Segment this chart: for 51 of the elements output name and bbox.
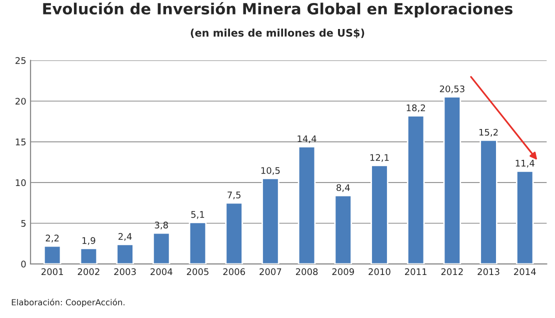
data-label: 18,2: [406, 104, 425, 112]
bar: [298, 146, 316, 264]
bar: [516, 170, 534, 264]
x-tick-label: 2008: [296, 268, 318, 276]
data-label: 10,5: [261, 167, 280, 175]
y-tick-label: 5: [21, 220, 26, 227]
bar: [262, 178, 280, 264]
bar: [370, 164, 388, 264]
y-tick-label: 10: [16, 179, 26, 186]
data-label: 15,2: [479, 128, 498, 137]
x-tick-label: 2009: [332, 268, 354, 276]
y-tick-label: 0: [21, 260, 26, 268]
x-tick-label: 2001: [42, 268, 63, 276]
data-label: 1,9: [82, 237, 96, 245]
x-tick-label: 2007: [260, 268, 282, 276]
bar: [188, 222, 207, 264]
x-tick-label: 2010: [368, 268, 390, 276]
bar: [443, 96, 462, 264]
y-tick-label: 15: [16, 138, 26, 146]
y-tick-label: 20: [16, 98, 26, 105]
data-label: 12,1: [370, 154, 389, 162]
data-label: 3,8: [154, 222, 168, 230]
bar: [43, 245, 62, 264]
bar: [116, 244, 134, 264]
bar: [334, 194, 352, 264]
x-tick-label: 2006: [223, 268, 245, 276]
x-tick-label: 2014: [514, 268, 536, 276]
bar: [480, 140, 498, 264]
data-label: 7,5: [228, 192, 240, 200]
y-tick-label: 25: [16, 57, 26, 64]
chart-subtitle: (en miles de millones de US$): [190, 28, 364, 38]
x-tick-label: 2011: [404, 268, 426, 276]
x-tick-label: 2013: [478, 268, 500, 276]
x-tick-label: 2002: [78, 268, 100, 276]
x-tick-label: 2003: [114, 268, 136, 276]
data-label: 8,4: [336, 184, 350, 192]
bar: [80, 248, 98, 264]
data-label: 20,53: [440, 85, 464, 94]
text: Elaboración: CooperAcción.: [12, 298, 124, 308]
bar: [152, 232, 170, 264]
data-label: 2,2: [46, 234, 59, 242]
x-tick-label: 2004: [150, 268, 172, 276]
data-label: 14,4: [298, 135, 316, 144]
x-tick-label: 2005: [186, 268, 208, 276]
data-label: 2,4: [118, 233, 132, 241]
x-tick-label: 2012: [441, 268, 463, 276]
data-label: 5,1: [191, 211, 204, 219]
data-label: 11,4: [516, 160, 534, 168]
bar: [406, 115, 425, 264]
chart-title: Evolución de Inversión Minera Global en Exploraciones: [43, 2, 512, 18]
bar: [225, 202, 243, 264]
